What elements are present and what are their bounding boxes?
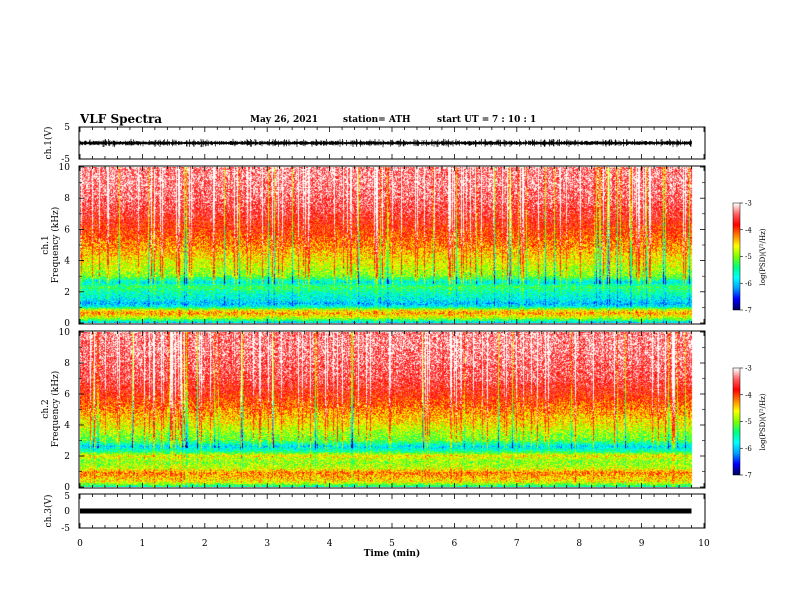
- ch2-colorbar-ticks: -3 -4 -5 -6 -7: [740, 365, 752, 480]
- time-tick-label: 4: [327, 539, 333, 549]
- colorbar-tick-label: -6: [745, 445, 752, 453]
- ch3-ytick-top: 5: [64, 492, 70, 502]
- ch1-spectrogram-image: [80, 167, 704, 323]
- figure-title: VLF Spectra: [79, 112, 162, 126]
- frequency-tick-label: 8: [64, 194, 70, 204]
- colorbar-tick-label: -4: [745, 391, 752, 399]
- ch2-spectrogram-panel: 0 2 4 6 8 10 ch.2 Frequency (kHz): [41, 328, 706, 493]
- ch2-frequency-tick-labels: 0 2 4 6 8 10: [59, 328, 71, 493]
- ch3-ytick-bottom: -5: [61, 524, 70, 534]
- time-tick-label: 8: [576, 539, 582, 549]
- colorbar-tick-label: -7: [745, 307, 752, 315]
- time-tick-label: 1: [140, 539, 146, 549]
- station-label: station= ATH: [343, 115, 411, 125]
- ch2-frequency-axis-label: Frequency (kHz): [50, 371, 61, 448]
- time-tick-label: 5: [389, 539, 395, 549]
- colorbar-tick-label: -5: [745, 418, 752, 426]
- time-tick-label: 6: [452, 539, 458, 549]
- colorbar-tick-label: -6: [745, 280, 752, 288]
- colorbar-tick-label: -3: [745, 200, 752, 208]
- ch1-channel-label: ch.1: [41, 235, 51, 254]
- ch1-frequency-axis-label: Frequency (kHz): [50, 207, 61, 284]
- date-label: May 26, 2021: [250, 115, 318, 125]
- time-tick-label: 3: [264, 539, 270, 549]
- frequency-tick-label: 6: [64, 225, 70, 235]
- time-tick-label: 7: [514, 539, 520, 549]
- time-tick-label: 10: [698, 539, 710, 549]
- frequency-tick-label: 0: [64, 483, 70, 493]
- ch1-waveform-panel: 5 -5 ch.1(V): [43, 123, 706, 165]
- ch3-ytick-middle: 0: [64, 507, 70, 517]
- ch3-waveform-trace: [80, 508, 692, 514]
- start-ut-time: 7 : 10 : 1: [492, 115, 536, 125]
- start-ut-label: start UT =: [437, 115, 489, 125]
- ch1-colorbar: -3 -4 -5 -6 -7 log(PSD)(V²/Hz): [732, 200, 767, 315]
- ch2-colorbar-gradient: [733, 368, 740, 475]
- ch3-waveform-panel: 5 0 -5 ch.3(V) 0 1 2 3 4 5 6 7 8 9 10 Time (min): [43, 492, 710, 559]
- ch2-colorbar-label: log(PSD)(V²/Hz): [759, 393, 767, 450]
- ch3-waveform-ticks: [79, 494, 705, 528]
- ch1-waveform-trace: [79, 138, 692, 148]
- ch1-colorbar-label: log(PSD)(V²/Hz): [759, 228, 767, 285]
- colorbar-tick-label: -7: [745, 472, 752, 480]
- ch3-waveform-ylabel: ch.3(V): [43, 495, 54, 528]
- frequency-tick-label: 10: [59, 328, 71, 338]
- frequency-tick-label: 2: [64, 452, 70, 462]
- frequency-tick-label: 2: [64, 288, 70, 298]
- ch2-spectrogram-image: [80, 332, 704, 487]
- time-axis-tick-labels: 0 1 2 3 4 5 6 7 8 9 10: [77, 539, 710, 549]
- ch1-ytick-bottom: -5: [61, 155, 70, 165]
- ch1-colorbar-gradient: [733, 203, 740, 310]
- frequency-tick-label: 4: [64, 421, 70, 431]
- frequency-tick-label: 8: [64, 359, 70, 369]
- ch1-waveform-ylabel: ch.1(V): [43, 127, 54, 160]
- ch2-channel-label: ch.2: [41, 399, 51, 418]
- frequency-tick-label: 0: [64, 319, 70, 329]
- ch2-spectrogram-ticks: [79, 331, 705, 488]
- time-tick-label: 9: [639, 539, 645, 549]
- frequency-tick-label: 6: [64, 390, 70, 400]
- frequency-tick-label: 4: [64, 257, 70, 267]
- ch1-waveform-line: [79, 138, 692, 148]
- time-tick-label: 0: [77, 539, 83, 549]
- ch1-spectrogram-ticks: [79, 166, 705, 324]
- frequency-tick-label: 10: [59, 163, 71, 173]
- colorbar-tick-label: -3: [745, 365, 752, 373]
- ch2-colorbar: -3 -4 -5 -6 -7 log(PSD)(V²/Hz): [732, 365, 767, 480]
- ch1-colorbar-ticks: -3 -4 -5 -6 -7: [740, 200, 752, 315]
- ch1-waveform-ticks: [79, 127, 705, 159]
- ch1-ytick-top: 5: [64, 123, 70, 133]
- time-tick-label: 2: [202, 539, 208, 549]
- time-axis-label: Time (min): [364, 548, 421, 559]
- ch1-frequency-tick-labels: 0 2 4 6 8 10: [59, 163, 71, 329]
- colorbar-tick-label: -5: [745, 253, 752, 261]
- ch1-spectrogram-panel: 0 2 4 6 8 10 ch.1 Frequency (kHz): [41, 163, 706, 329]
- colorbar-tick-label: -4: [745, 226, 752, 234]
